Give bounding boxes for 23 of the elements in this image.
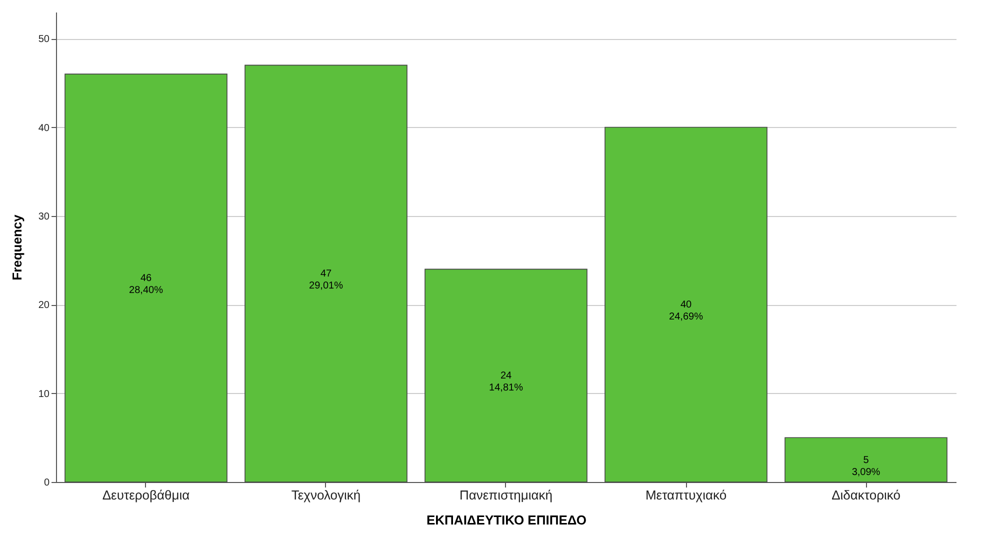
x-tick-label: Πανεπιστημιακή (459, 488, 553, 502)
bar (784, 437, 948, 482)
data-label: 5 3,09% (852, 454, 880, 478)
x-tick-label: Διδακτορικό (832, 488, 900, 502)
data-label: 47 29,01% (309, 268, 344, 292)
y-tick-label: 50 (38, 34, 50, 46)
y-tick-label: 0 (44, 478, 50, 488)
x-tick-label: Μεταπτυχιακό (645, 488, 727, 502)
y-tick-label: 30 (38, 211, 50, 222)
y-tick-label: 10 (38, 388, 50, 400)
y-tick-label: 20 (38, 300, 50, 312)
x-axis-title: ΕΚΠΑΙΔΕΥΤΙΚΟ ΕΠΙΠΕΔΟ (426, 512, 587, 528)
x-tick-label: Τεχνολογική (291, 488, 361, 502)
y-axis-title: Frequency (9, 214, 24, 280)
data-label: 46 28,40% (129, 273, 164, 296)
bar (604, 126, 768, 482)
bar (244, 64, 408, 482)
data-label: 24 14,81% (489, 370, 524, 394)
x-tick-label: Δευτεροβάθμια (102, 488, 190, 502)
y-tick-label: 40 (38, 122, 50, 134)
bar (424, 268, 588, 482)
data-label: 40 24,69% (669, 300, 704, 323)
bar (64, 74, 228, 482)
